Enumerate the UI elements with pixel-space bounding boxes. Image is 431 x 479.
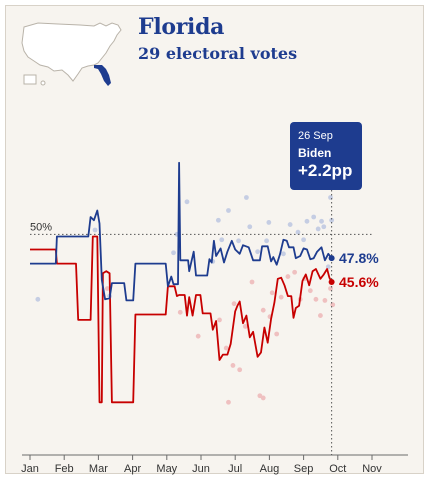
usa-map-icon <box>18 13 130 93</box>
biden-poll-dot <box>321 224 327 230</box>
biden-poll-dot <box>295 229 301 235</box>
tooltip-candidate: Biden <box>298 146 332 160</box>
trump-poll-dot <box>313 296 319 302</box>
poll-tracker-chart: Jan Feb Mar Apr May Jun Jul Aug Sep Oct Nov 50% 47… <box>21 161 408 475</box>
biden-poll-dot <box>315 226 321 232</box>
x-tick-label: Jan <box>21 463 39 475</box>
biden-poll-dot <box>329 217 335 223</box>
biden-poll-dot <box>219 237 225 243</box>
trump-poll-dot <box>249 279 255 285</box>
biden-poll-dot <box>244 195 249 200</box>
fifty-percent-label: 50% <box>30 221 52 233</box>
biden-poll-dot <box>184 199 190 205</box>
trump-poll-dot <box>274 331 280 337</box>
biden-end-dot <box>328 255 335 262</box>
hawaii-shape <box>40 80 46 86</box>
trump-poll-dot <box>226 399 231 405</box>
biden-poll-dot <box>304 218 310 224</box>
trump-poll-dot <box>292 269 298 275</box>
x-tick-label: May <box>156 463 177 475</box>
trump-poll-dot <box>328 286 333 291</box>
biden-poll-dot <box>301 237 306 243</box>
x-tick-label: Jul <box>228 463 242 475</box>
trump-poll-dot <box>237 367 243 373</box>
trump-poll-dot <box>278 294 284 300</box>
biden-poll-dot <box>255 249 261 255</box>
biden-poll-dot <box>266 220 272 225</box>
biden-poll-dot <box>319 218 324 224</box>
trump-poll-dot <box>318 313 323 318</box>
biden-poll-dot <box>215 217 221 223</box>
trump-poll-dot <box>307 288 313 294</box>
x-tick-label: Mar <box>89 463 108 475</box>
biden-poll-dot <box>287 222 293 227</box>
x-tick-label: Jun <box>192 463 210 475</box>
trump-poll-dot <box>260 307 266 313</box>
biden-poll-dot <box>311 214 317 220</box>
biden-poll-dot <box>325 264 331 270</box>
x-tick-label: Aug <box>260 463 280 475</box>
state-title: Florida <box>138 14 225 40</box>
trump-poll-dot <box>322 298 328 303</box>
biden-end-label: 47.8% <box>339 250 379 266</box>
biden-poll-dot <box>281 251 286 257</box>
biden-poll-dot <box>171 250 176 256</box>
hover-tooltip: 26 Sep Biden +2.2pp <box>290 122 362 190</box>
trump-poll-dot <box>260 395 266 401</box>
trump-poll-dot <box>269 290 275 296</box>
trump-end-dot <box>328 279 335 285</box>
trump-end-label: 45.6% <box>339 274 379 290</box>
trump-poll-dot <box>217 317 222 323</box>
trump-poll-dot <box>223 345 229 351</box>
tooltip-date: 26 Sep <box>298 130 333 142</box>
biden-series-line <box>30 161 333 302</box>
florida-chart-card: Florida 29 electoral votes Jan Feb Mar Apr M… <box>5 5 424 475</box>
x-tick-label: Oct <box>329 463 346 475</box>
x-tick-label: Apr <box>124 463 141 475</box>
trump-poll-dot <box>177 309 183 315</box>
trump-poll-dot <box>242 324 248 329</box>
tooltip-margin: +2.2pp <box>298 161 353 180</box>
trump-poll-dot <box>195 333 201 339</box>
x-tick-label: Feb <box>55 463 74 475</box>
biden-poll-dot <box>328 195 333 200</box>
biden-poll-dot <box>226 208 231 213</box>
trump-series-line <box>30 235 333 404</box>
alaska-shape <box>23 74 37 85</box>
biden-poll-dot <box>247 224 253 230</box>
florida-highlight <box>94 65 111 86</box>
biden-poll-dot <box>264 238 269 244</box>
usa-outline <box>21 22 122 82</box>
biden-poll-dot <box>35 296 41 302</box>
trump-poll-dot <box>231 301 237 307</box>
trump-poll-dot <box>330 302 336 308</box>
x-tick-label: Nov <box>362 463 382 475</box>
trump-poll-dot <box>285 274 291 279</box>
trump-poll-dot <box>104 286 110 291</box>
electoral-votes-label: 29 electoral votes <box>138 44 298 63</box>
biden-poll-dot <box>92 227 98 233</box>
biden-poll-dot <box>236 238 241 244</box>
trump-poll-dot <box>230 363 236 368</box>
x-tick-label: Sep <box>294 463 314 475</box>
